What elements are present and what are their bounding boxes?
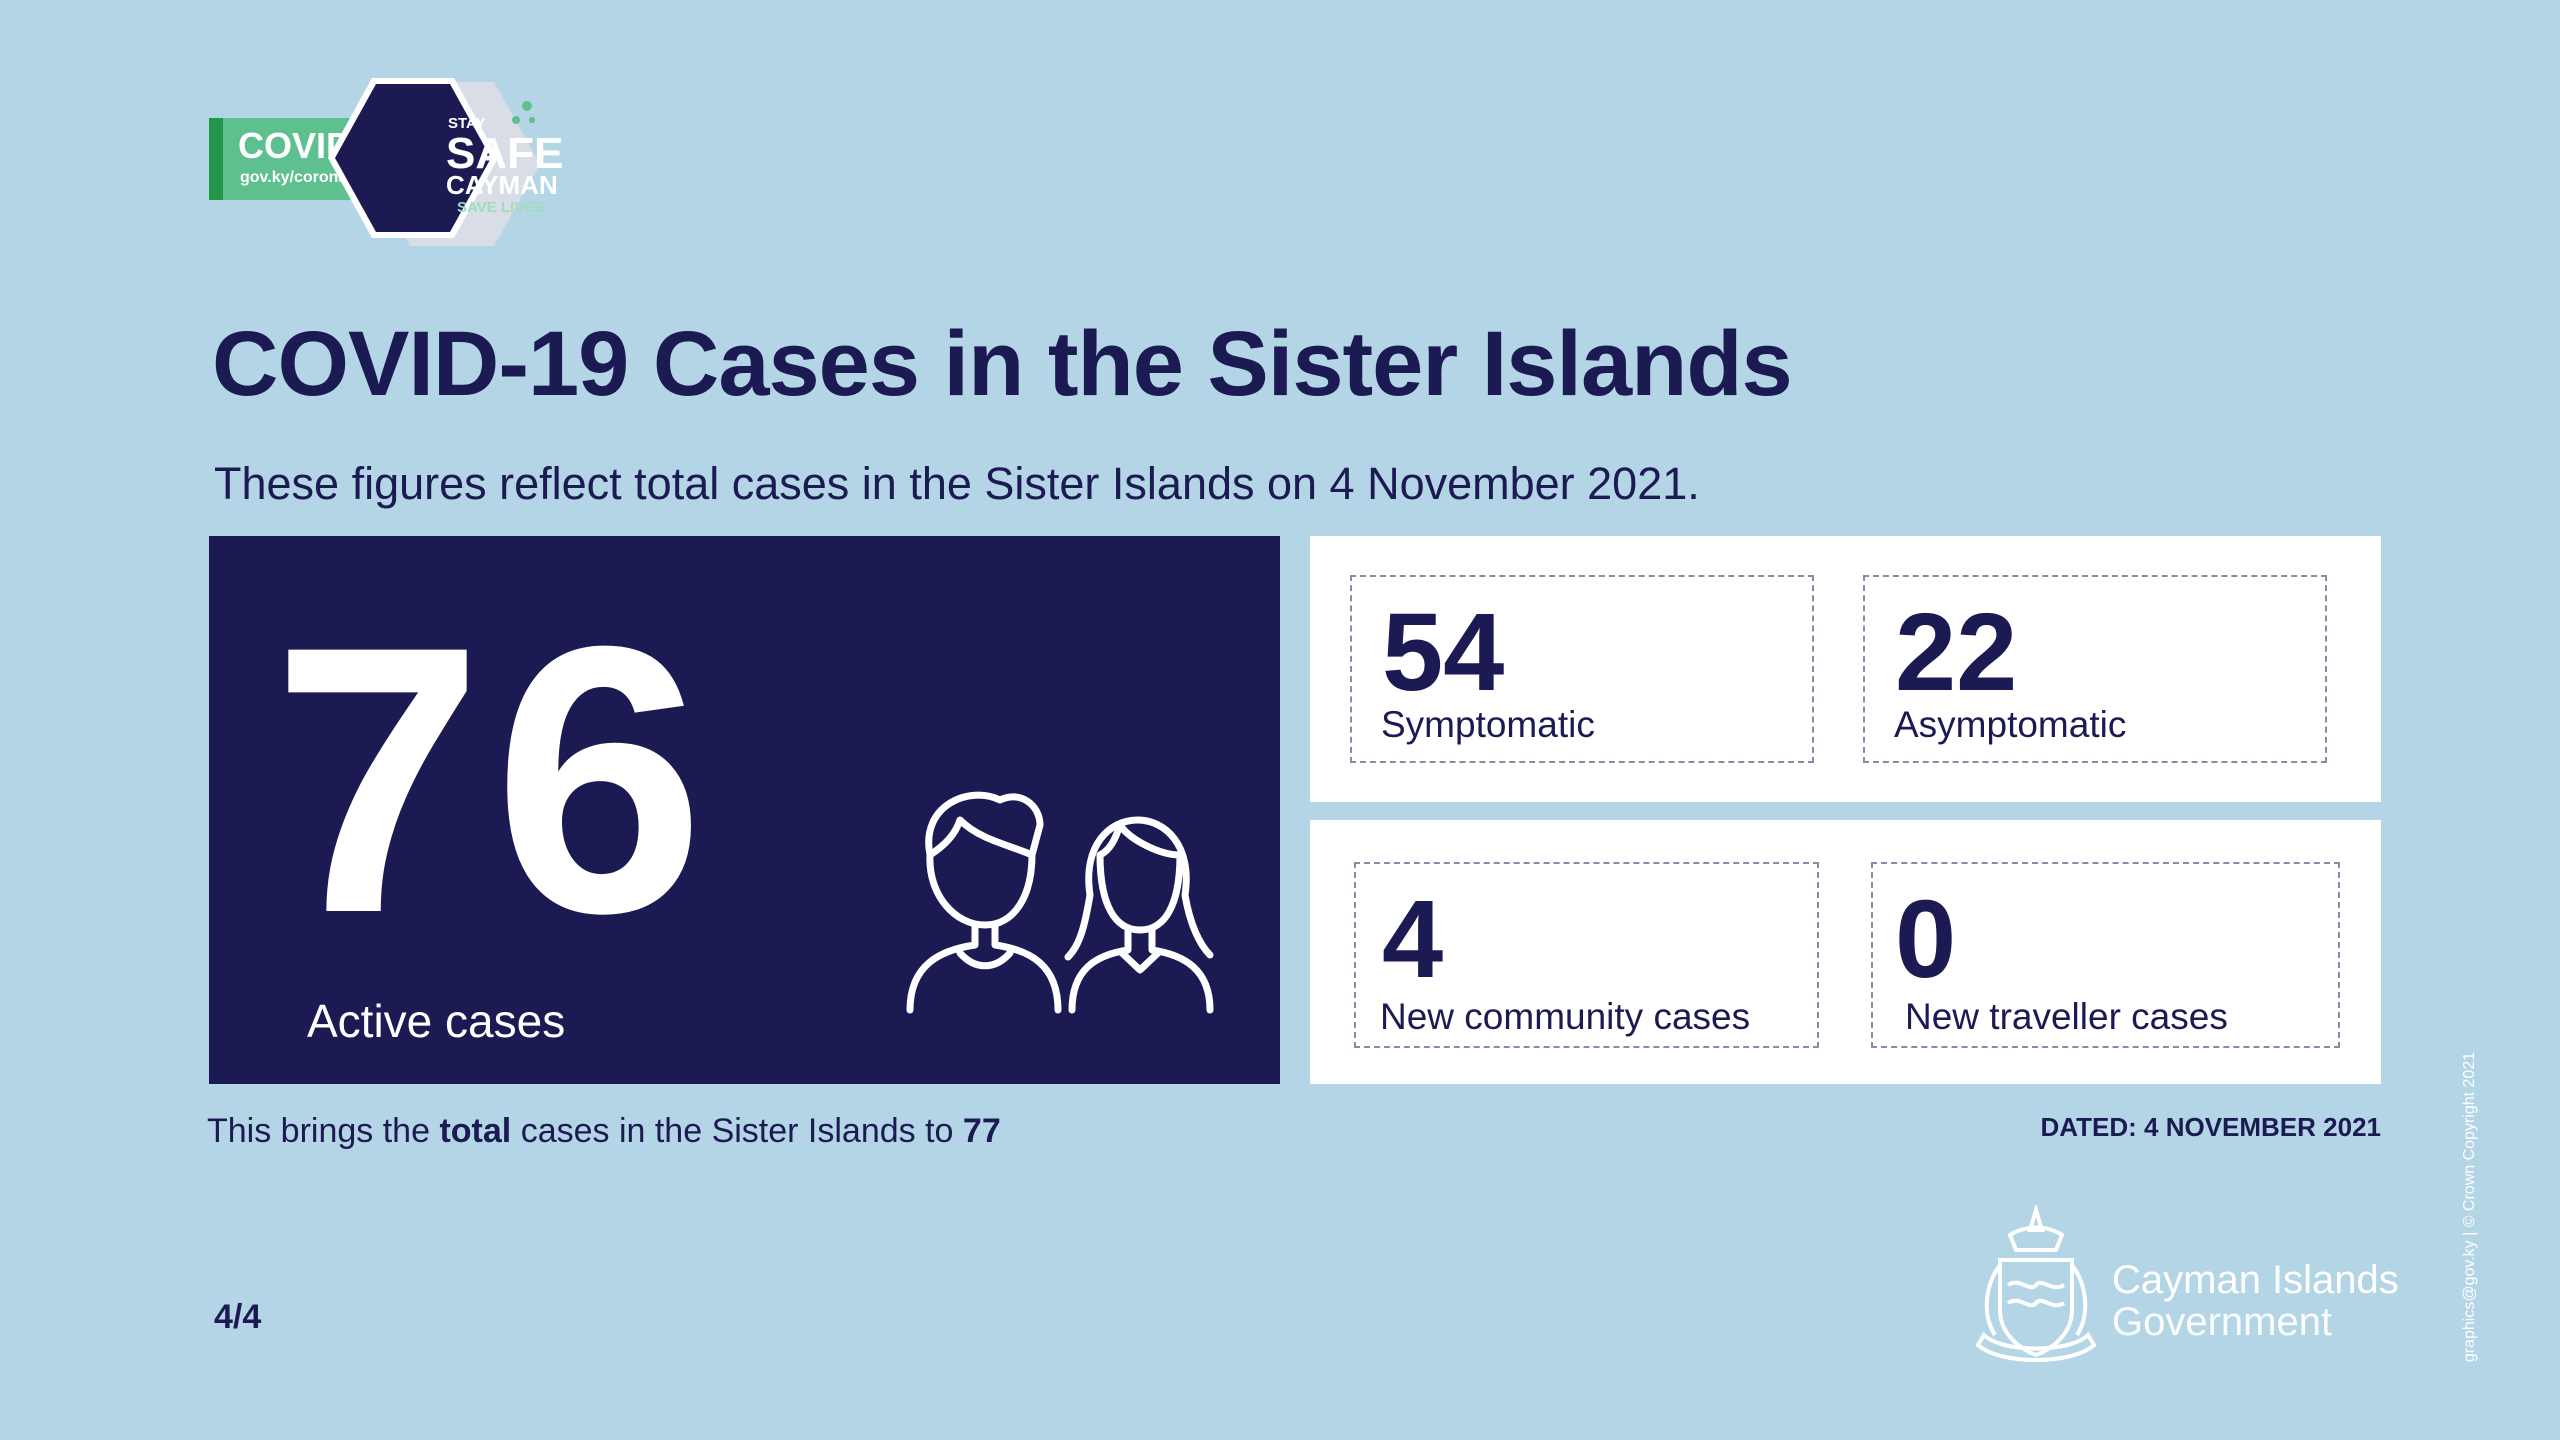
gov-name: Cayman Islands xyxy=(2112,1258,2399,1302)
stat-card xyxy=(1350,575,1814,763)
logo-dot xyxy=(512,116,520,124)
stat-value: 4 xyxy=(1382,878,1444,1001)
note-text: This brings the xyxy=(207,1112,430,1150)
note-total: 77 xyxy=(962,1112,1001,1150)
logo-cayman: CAYMAN xyxy=(446,170,558,200)
total-note: This brings the total cases in the Siste… xyxy=(207,1112,1001,1151)
logo-safe: SAFE xyxy=(446,129,563,178)
crest-waves xyxy=(2006,1280,2066,1308)
icon-body xyxy=(1064,891,1214,1014)
dated: DATED: 4 NOVEMBER 2021 xyxy=(2040,1112,2382,1142)
title: COVID-19 Cases in the Sister Islands xyxy=(212,313,1793,415)
stat-card xyxy=(1871,862,2340,1048)
copyright: graphics@gov.ky | © Crown Copyright 2021 xyxy=(2461,1051,2478,1363)
active-label: Active cases xyxy=(307,995,566,1047)
icon-face xyxy=(1096,821,1184,934)
logo-dot xyxy=(522,101,532,111)
logo-hex xyxy=(335,84,491,232)
icon-face xyxy=(926,816,1036,929)
icon-body xyxy=(906,921,1062,1014)
logo-stay: STAY xyxy=(448,115,486,132)
active-value: 76 xyxy=(272,567,715,992)
page-number: 4/4 xyxy=(214,1298,262,1336)
stat-label: Symptomatic xyxy=(1381,704,1595,745)
active-panel xyxy=(209,536,1280,1084)
icon-hair xyxy=(925,791,1044,859)
icon-hair xyxy=(1085,816,1214,959)
subtitle: These figures reflect total cases in the… xyxy=(214,458,1700,509)
crest-shield xyxy=(1998,1258,2074,1358)
stat-card xyxy=(1354,862,1819,1048)
stat-value: 22 xyxy=(1895,591,2018,714)
people-icon xyxy=(906,791,1214,1014)
logo-strip xyxy=(209,118,223,200)
stat-value: 0 xyxy=(1895,878,1957,1001)
note-bold: total xyxy=(439,1112,512,1150)
crest xyxy=(1975,1205,2097,1362)
stat-label: New traveller cases xyxy=(1905,996,2228,1037)
stats-panel xyxy=(1310,820,2381,1084)
logo-save-lives: SAVE LIVES xyxy=(457,199,544,216)
stat-card xyxy=(1863,575,2327,763)
stat-label: New community cases xyxy=(1380,996,1751,1037)
note-text: cases in the Sister Islands to xyxy=(520,1112,954,1150)
logo: COVID-19 gov.ky/coronavirus STAY SAFE CA… xyxy=(209,78,563,246)
stat-label: Asymptomatic xyxy=(1894,704,2127,745)
stat-value: 54 xyxy=(1382,591,1505,714)
crest-mantle xyxy=(1984,1263,2088,1337)
logo-dot xyxy=(529,117,535,123)
crest-top xyxy=(2007,1205,2065,1252)
crest-scroll xyxy=(1975,1331,2097,1362)
gov-name: Government xyxy=(2112,1300,2333,1344)
stats-panel xyxy=(1310,536,2381,802)
